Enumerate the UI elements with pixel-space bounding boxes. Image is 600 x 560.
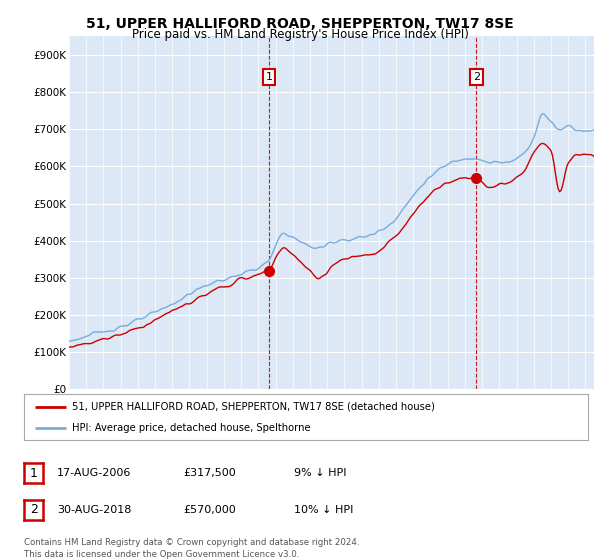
- Text: 30-AUG-2018: 30-AUG-2018: [57, 505, 131, 515]
- Text: 2: 2: [29, 503, 38, 516]
- Text: £570,000: £570,000: [183, 505, 236, 515]
- Text: 9% ↓ HPI: 9% ↓ HPI: [294, 468, 347, 478]
- Text: 17-AUG-2006: 17-AUG-2006: [57, 468, 131, 478]
- Text: This data is licensed under the Open Government Licence v3.0.: This data is licensed under the Open Gov…: [24, 550, 299, 559]
- Text: 2: 2: [473, 72, 480, 82]
- Text: 10% ↓ HPI: 10% ↓ HPI: [294, 505, 353, 515]
- Text: Price paid vs. HM Land Registry's House Price Index (HPI): Price paid vs. HM Land Registry's House …: [131, 28, 469, 41]
- Text: 51, UPPER HALLIFORD ROAD, SHEPPERTON, TW17 8SE (detached house): 51, UPPER HALLIFORD ROAD, SHEPPERTON, TW…: [72, 402, 435, 412]
- Text: 1: 1: [266, 72, 272, 82]
- Text: 51, UPPER HALLIFORD ROAD, SHEPPERTON, TW17 8SE: 51, UPPER HALLIFORD ROAD, SHEPPERTON, TW…: [86, 17, 514, 31]
- Text: 1: 1: [29, 466, 38, 480]
- Text: £317,500: £317,500: [183, 468, 236, 478]
- Text: HPI: Average price, detached house, Spelthorne: HPI: Average price, detached house, Spel…: [72, 423, 311, 433]
- Text: Contains HM Land Registry data © Crown copyright and database right 2024.: Contains HM Land Registry data © Crown c…: [24, 538, 359, 547]
